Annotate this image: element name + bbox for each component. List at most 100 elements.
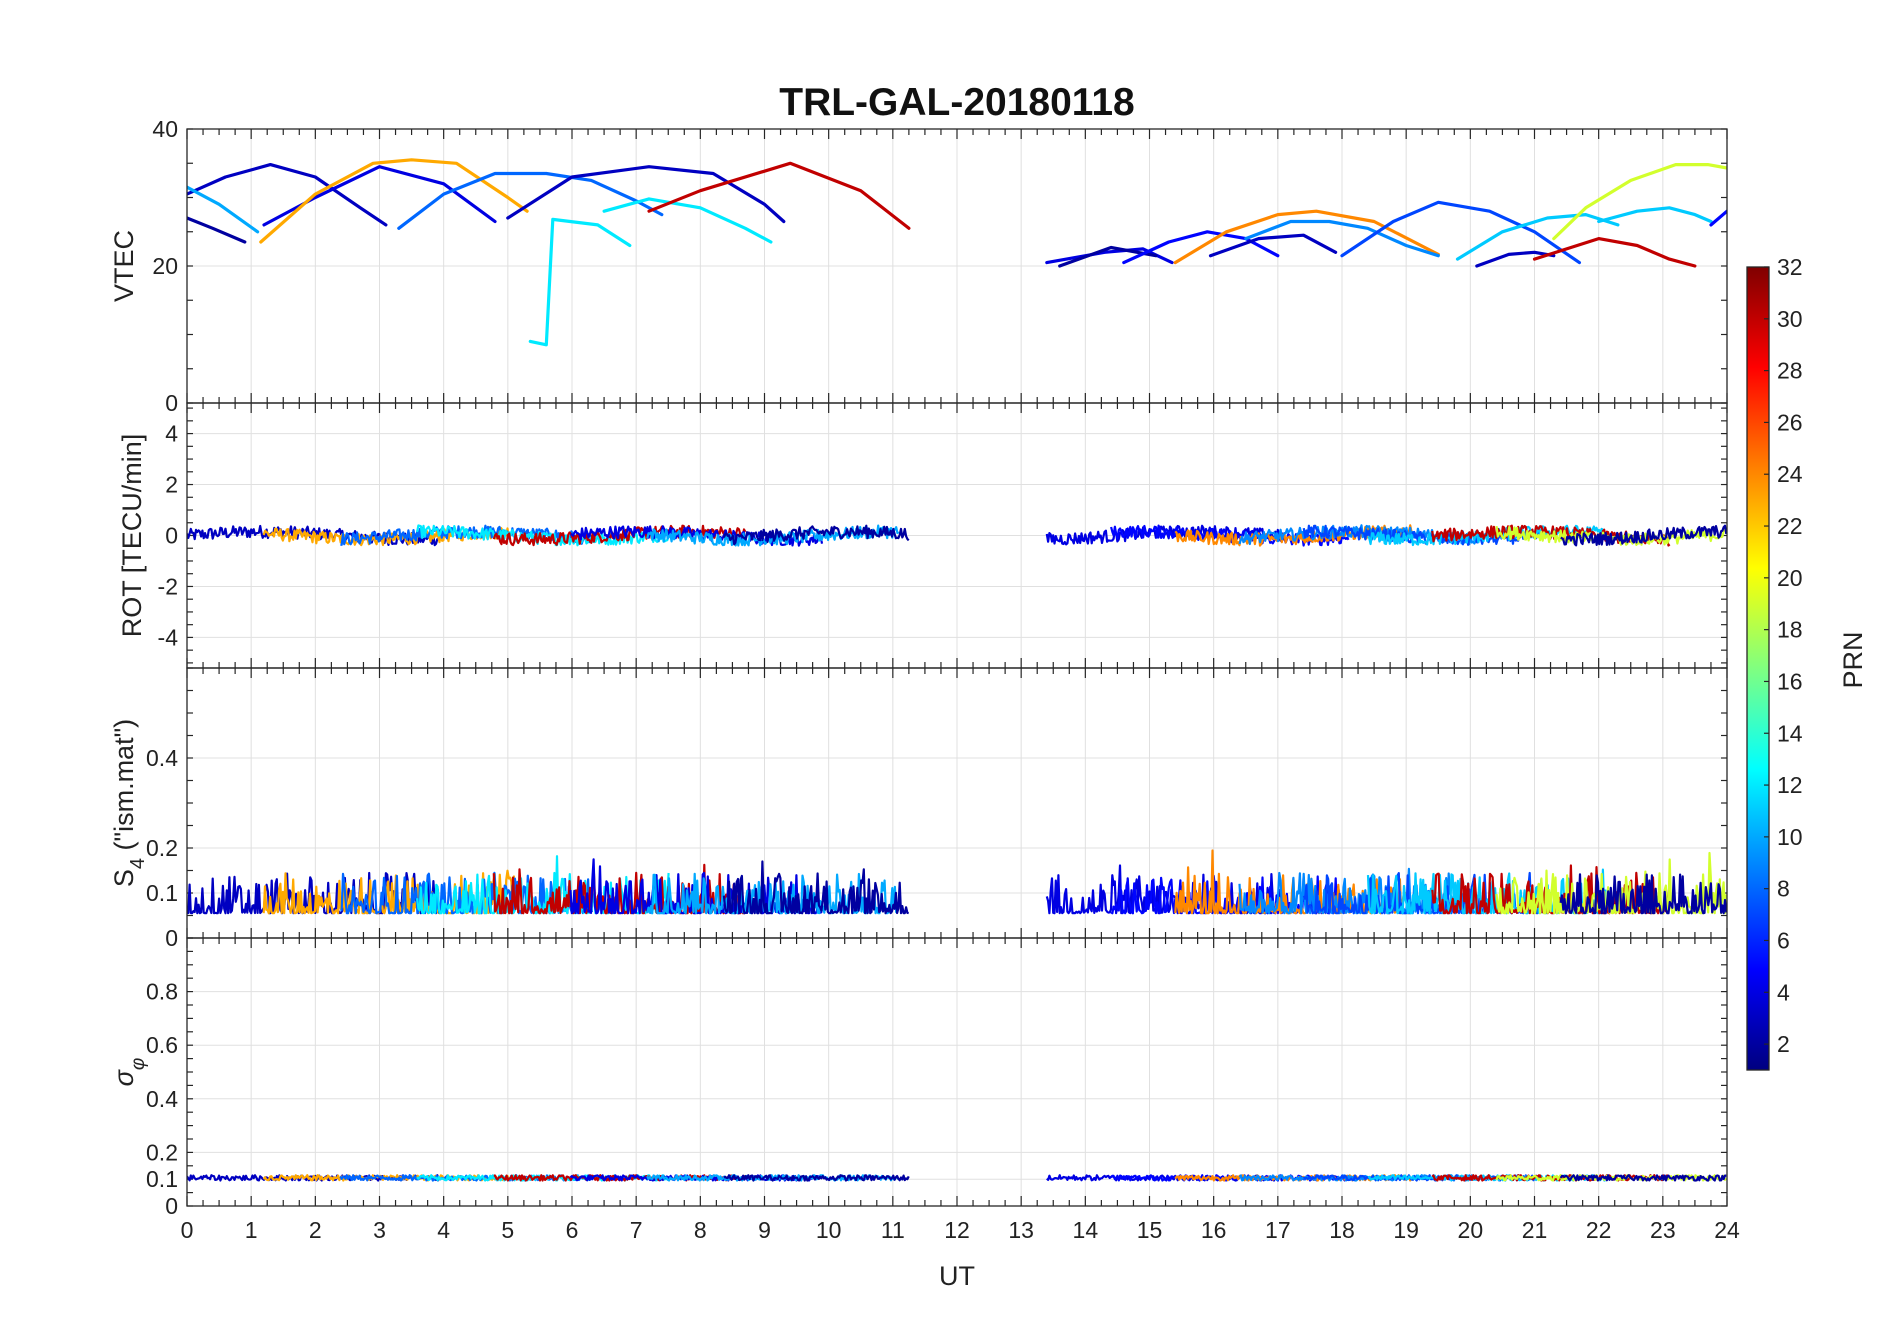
vtec-trace-prn-5	[1122, 230, 1280, 265]
x-tick-label: 16	[1201, 1217, 1227, 1243]
colorbar-tick-label: 18	[1777, 617, 1803, 643]
sigma_phi-trace-prn-2	[723, 1174, 910, 1182]
colorbar-tick-label: 14	[1777, 720, 1803, 746]
panel-s4: 0 0.1 0.2 0.4S4 ("ism.mat")	[109, 667, 1728, 951]
y-tick-label-rot: 0	[165, 523, 178, 549]
x-tick-label: 2	[309, 1217, 322, 1243]
x-tick-label: 17	[1265, 1217, 1291, 1243]
y-tick-label-s4: 0.4	[146, 745, 178, 771]
vtec-trace-prn-23	[259, 158, 529, 244]
colorbar-tick-label: 30	[1777, 306, 1803, 332]
vtec-trace-prn-12	[602, 197, 773, 244]
colorbar-tick-label: 22	[1777, 513, 1803, 539]
x-tick-label: 0	[181, 1217, 194, 1243]
y-tick-label-s4: 0	[165, 925, 178, 951]
colorbar-tick-label: 2	[1777, 1031, 1790, 1057]
panel-rot: -4 -2 0 2 4 ROT [TECU/min]	[117, 402, 1728, 669]
y-axis-label-rot: ROT [TECU/min]	[117, 434, 147, 638]
vtec-trace-prn-7	[1340, 200, 1582, 265]
colorbar-label: PRN	[1838, 631, 1868, 688]
colorbar-tick-label: 4	[1777, 979, 1790, 1005]
rot-trace-prn-5	[1110, 524, 1350, 547]
x-tick-label: 12	[944, 1217, 970, 1243]
vtec-trace-prn-19	[1552, 163, 1727, 241]
colorbar-tick-label: 16	[1777, 668, 1803, 694]
colorbar-tick-label: 28	[1777, 358, 1803, 384]
y-tick-label-sigma_phi: 0.4	[146, 1086, 178, 1112]
x-tick-label: 7	[630, 1217, 643, 1243]
x-tick-label: 11	[881, 1217, 905, 1243]
panel-sigma_phi: 00.10.2 0.4 0.6 0.8 σφ	[109, 937, 1728, 1219]
y-tick-label-rot: 4	[165, 421, 178, 447]
rot-trace-prn-2	[1560, 524, 1727, 547]
colorbar-tick-label: 24	[1777, 461, 1803, 487]
vtec-trace-prn-12	[528, 217, 632, 347]
data-vtec	[187, 158, 1727, 347]
y-tick-label-rot: 2	[165, 472, 178, 498]
colorbar-tick-label: 26	[1777, 409, 1803, 435]
x-tick-label: 24	[1714, 1217, 1740, 1243]
colorbar-tick-label: 8	[1777, 876, 1790, 902]
colorbar-tick-label: 12	[1777, 772, 1803, 798]
s4-trace-prn-2	[1559, 873, 1727, 915]
vtec-trace-prn-9	[1244, 219, 1440, 258]
y-tick-label-vtec: 40	[152, 116, 178, 142]
y-axis-label-vtec: VTEC	[109, 230, 139, 302]
x-tick-label: 1	[245, 1217, 258, 1243]
vtec-trace-prn-3	[187, 163, 388, 227]
rot-trace-prn-30	[492, 524, 747, 547]
x-tick-label: 5	[501, 1217, 514, 1243]
plot-frame-sigma_phi	[186, 937, 1728, 1207]
colorbar-tick-label: 20	[1777, 565, 1803, 591]
x-tick-label: 10	[816, 1217, 842, 1243]
y-tick-label-rot: -2	[158, 573, 178, 599]
y-tick-label-vtec: 0	[165, 390, 178, 416]
sigma_phi-trace-prn-2	[1559, 1174, 1727, 1182]
panel-vtec: 0 20 40 VTEC	[109, 116, 1728, 416]
x-tick-label: 14	[1073, 1217, 1099, 1243]
y-tick-label-s4: 0.1	[146, 880, 178, 906]
x-tick-label: 15	[1137, 1217, 1163, 1243]
colorbar-tick-label: 6	[1777, 927, 1790, 953]
rot-trace-prn-2	[722, 524, 910, 546]
y-axis-label-sigma_phi: σφ	[109, 1058, 149, 1087]
y-tick-label-sigma_phi: 0.6	[146, 1032, 178, 1058]
x-tick-label: 3	[373, 1217, 386, 1243]
vtec-trace-prn-2	[1058, 245, 1158, 268]
vtec-trace-prn-4	[262, 165, 497, 227]
s4-trace-prn-10	[646, 872, 900, 915]
rot-trace-prn-3	[187, 524, 439, 547]
vtec-trace-prn-30	[647, 161, 911, 230]
data-rot	[187, 524, 1727, 547]
y-tick-label-sigma_phi: 0	[165, 1193, 178, 1219]
colorbar-tick-label: 32	[1777, 254, 1803, 280]
vtec-trace-prn-30	[1532, 237, 1697, 268]
vtec-trace-prn-10	[187, 185, 260, 234]
s4-trace-prn-2	[722, 860, 909, 915]
x-axis-label: UT	[939, 1261, 975, 1291]
colorbar-tick-label: 10	[1777, 824, 1803, 850]
x-tick-label: 21	[1522, 1217, 1548, 1243]
y-tick-label-s4: 0.2	[146, 835, 178, 861]
data-sigma_phi	[187, 1174, 1727, 1182]
colorbar-gradient	[1747, 267, 1769, 1070]
x-tick-label: 13	[1008, 1217, 1034, 1243]
vtec-trace-prn-5	[1709, 209, 1727, 227]
x-tick-label: 6	[566, 1217, 579, 1243]
x-tick-label: 19	[1393, 1217, 1419, 1243]
sigma_phi-trace-prn-8	[339, 1174, 593, 1182]
vtec-trace-prn-2	[187, 216, 247, 244]
y-axis-label-s4: S4 ("ism.mat")	[109, 719, 149, 887]
y-tick-label-sigma_phi: 0.1	[146, 1166, 178, 1192]
colorbar-frame	[1746, 266, 1770, 1071]
rot-trace-prn-11	[1367, 524, 1607, 547]
vtec-trace-prn-3	[506, 165, 786, 224]
x-tick-label: 20	[1458, 1217, 1484, 1243]
x-axis: 0 1 2 3 4 5 6 7 8 9 10 11 12 13 14 15 16 17 18 19 20 21 22 23 24	[181, 1217, 1740, 1243]
vtec-trace-prn-3	[1475, 250, 1556, 268]
x-tick-label: 18	[1329, 1217, 1355, 1243]
x-tick-label: 4	[437, 1217, 450, 1243]
